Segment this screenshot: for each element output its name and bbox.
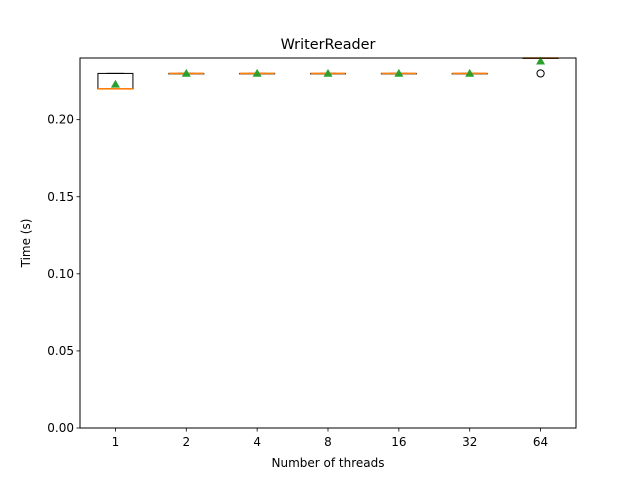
- y-axis-label: Time (s): [19, 219, 33, 269]
- mean-marker: [323, 68, 333, 77]
- y-tick-label: 0.20: [47, 113, 74, 127]
- y-tick-label: 0.05: [47, 344, 74, 358]
- x-tick-label: 1: [112, 435, 120, 449]
- mean-marker: [465, 68, 475, 77]
- outlier-point: [536, 69, 545, 78]
- axes-frame: [79, 57, 577, 429]
- y-tick-label: 0.10: [47, 267, 74, 281]
- mean-marker: [181, 68, 191, 77]
- x-tick-label: 16: [391, 435, 406, 449]
- box-2: [168, 68, 205, 77]
- mean-marker: [252, 68, 262, 77]
- x-tick-label: 4: [253, 435, 261, 449]
- y-axis: 0.00 0.05 0.10 0.15 0.20: [47, 113, 80, 435]
- box-16: [380, 68, 417, 77]
- box-4: [239, 68, 276, 77]
- x-tick-label: 8: [324, 435, 332, 449]
- box-8: [310, 68, 346, 77]
- chart-title: WriterReader: [281, 37, 376, 53]
- x-tick-label: 2: [182, 435, 190, 449]
- y-tick-label: 0.00: [47, 421, 74, 435]
- y-tick-label: 0.15: [47, 190, 74, 204]
- x-axis-label: Number of threads: [272, 456, 385, 470]
- box-32: [451, 68, 488, 77]
- x-tick-label: 64: [533, 435, 548, 449]
- x-axis: 1 2 4 8 16 32 64: [112, 428, 548, 449]
- mean-marker: [110, 79, 120, 88]
- x-tick-label: 32: [462, 435, 477, 449]
- mean-marker: [536, 56, 546, 65]
- mean-marker: [394, 68, 404, 77]
- box-1: [97, 72, 134, 90]
